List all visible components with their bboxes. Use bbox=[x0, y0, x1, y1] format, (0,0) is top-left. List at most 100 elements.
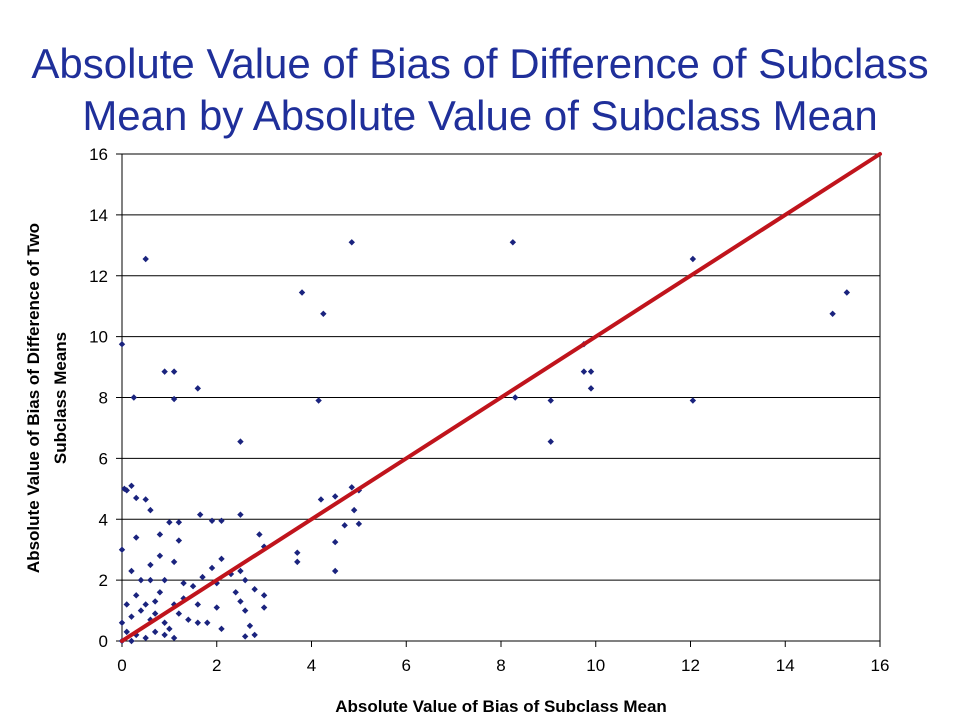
data-point bbox=[213, 604, 220, 611]
x-tick-label: 16 bbox=[871, 656, 890, 675]
data-point bbox=[180, 579, 187, 587]
data-point bbox=[260, 543, 268, 550]
data-point bbox=[194, 601, 201, 608]
y-tick-label: 12 bbox=[89, 267, 108, 286]
y-tick-label: 10 bbox=[89, 328, 108, 347]
data-point bbox=[151, 628, 159, 636]
data-point bbox=[315, 397, 322, 404]
data-point bbox=[580, 368, 588, 375]
data-point bbox=[237, 511, 244, 518]
y-tick-label: 14 bbox=[89, 206, 108, 225]
data-point bbox=[241, 633, 249, 640]
x-tick-label: 10 bbox=[586, 656, 605, 675]
data-point bbox=[208, 564, 216, 572]
data-point bbox=[175, 537, 183, 544]
data-point bbox=[142, 601, 149, 608]
data-point bbox=[341, 522, 348, 529]
y-axis-label: Absolute Value of Bias of Difference of … bbox=[24, 223, 70, 573]
data-point bbox=[133, 494, 140, 502]
data-point bbox=[298, 289, 306, 296]
data-point bbox=[251, 586, 258, 593]
y-tick-label: 0 bbox=[99, 632, 108, 651]
data-point bbox=[260, 592, 268, 599]
tick-labels: 0 2 4 6 8 10 12 14 16 0 2 4 6 8 10 12 14 16 bbox=[89, 145, 889, 675]
y-axis-label-line-2: Subclass Means bbox=[51, 332, 70, 464]
data-point bbox=[142, 634, 149, 642]
reference-line bbox=[120, 152, 882, 643]
data-point bbox=[156, 589, 164, 596]
data-point bbox=[147, 561, 154, 569]
data-point bbox=[317, 496, 325, 503]
data-point bbox=[213, 579, 220, 587]
y-tick-label: 16 bbox=[89, 145, 108, 164]
data-point bbox=[509, 239, 517, 246]
y-tick-label: 4 bbox=[99, 510, 108, 529]
data-point bbox=[147, 616, 154, 623]
y-tick-label: 8 bbox=[99, 389, 108, 408]
x-tick-label: 14 bbox=[776, 656, 795, 675]
data-point bbox=[147, 506, 154, 514]
data-point bbox=[218, 517, 225, 524]
data-points bbox=[118, 239, 851, 645]
data-point bbox=[151, 598, 159, 605]
data-point bbox=[161, 368, 168, 375]
data-point bbox=[241, 576, 249, 584]
data-point bbox=[587, 385, 595, 392]
data-point bbox=[156, 552, 164, 559]
data-point bbox=[128, 613, 135, 620]
data-point bbox=[204, 619, 211, 626]
data-point bbox=[133, 534, 140, 541]
data-point bbox=[118, 546, 126, 553]
data-point bbox=[294, 558, 301, 566]
data-point bbox=[161, 631, 168, 639]
data-point bbox=[118, 619, 126, 626]
data-point bbox=[128, 482, 135, 489]
data-point bbox=[587, 368, 595, 375]
data-point bbox=[185, 616, 192, 623]
data-point bbox=[237, 598, 244, 605]
data-point bbox=[189, 583, 197, 590]
data-point bbox=[137, 576, 145, 584]
data-point bbox=[137, 607, 145, 614]
data-point bbox=[331, 538, 339, 546]
data-point bbox=[123, 487, 130, 494]
data-point bbox=[151, 610, 159, 617]
data-point bbox=[123, 601, 130, 608]
data-point bbox=[128, 567, 135, 575]
x-tick-label: 4 bbox=[307, 656, 316, 675]
data-point bbox=[156, 531, 164, 538]
data-point bbox=[170, 395, 178, 403]
data-point bbox=[170, 368, 178, 375]
data-point bbox=[166, 519, 173, 526]
data-point bbox=[331, 493, 339, 500]
data-point bbox=[161, 576, 168, 584]
data-point bbox=[196, 511, 204, 518]
data-point bbox=[689, 255, 697, 263]
data-point bbox=[218, 625, 225, 633]
data-point bbox=[331, 567, 339, 575]
data-point bbox=[170, 558, 178, 566]
y-tick-label: 2 bbox=[99, 571, 108, 590]
data-point bbox=[843, 289, 851, 296]
data-point bbox=[260, 604, 268, 611]
data-point bbox=[142, 496, 149, 503]
page-title: Absolute Value of Bias of Difference of … bbox=[0, 38, 960, 142]
data-point bbox=[175, 519, 183, 526]
data-point bbox=[208, 517, 216, 524]
y-tick-label: 6 bbox=[99, 449, 108, 468]
x-tick-label: 0 bbox=[117, 656, 126, 675]
data-point bbox=[294, 549, 301, 556]
data-point bbox=[194, 619, 201, 626]
data-point bbox=[320, 310, 327, 317]
data-point bbox=[147, 576, 154, 584]
data-point bbox=[256, 531, 263, 538]
title-line-1: Absolute Value of Bias of Difference of … bbox=[31, 40, 929, 87]
data-point bbox=[829, 310, 836, 317]
data-point bbox=[194, 385, 201, 392]
data-point bbox=[161, 619, 168, 626]
data-point bbox=[348, 239, 355, 246]
data-point bbox=[170, 601, 178, 608]
data-point bbox=[237, 567, 244, 575]
x-tick-label: 2 bbox=[212, 656, 221, 675]
